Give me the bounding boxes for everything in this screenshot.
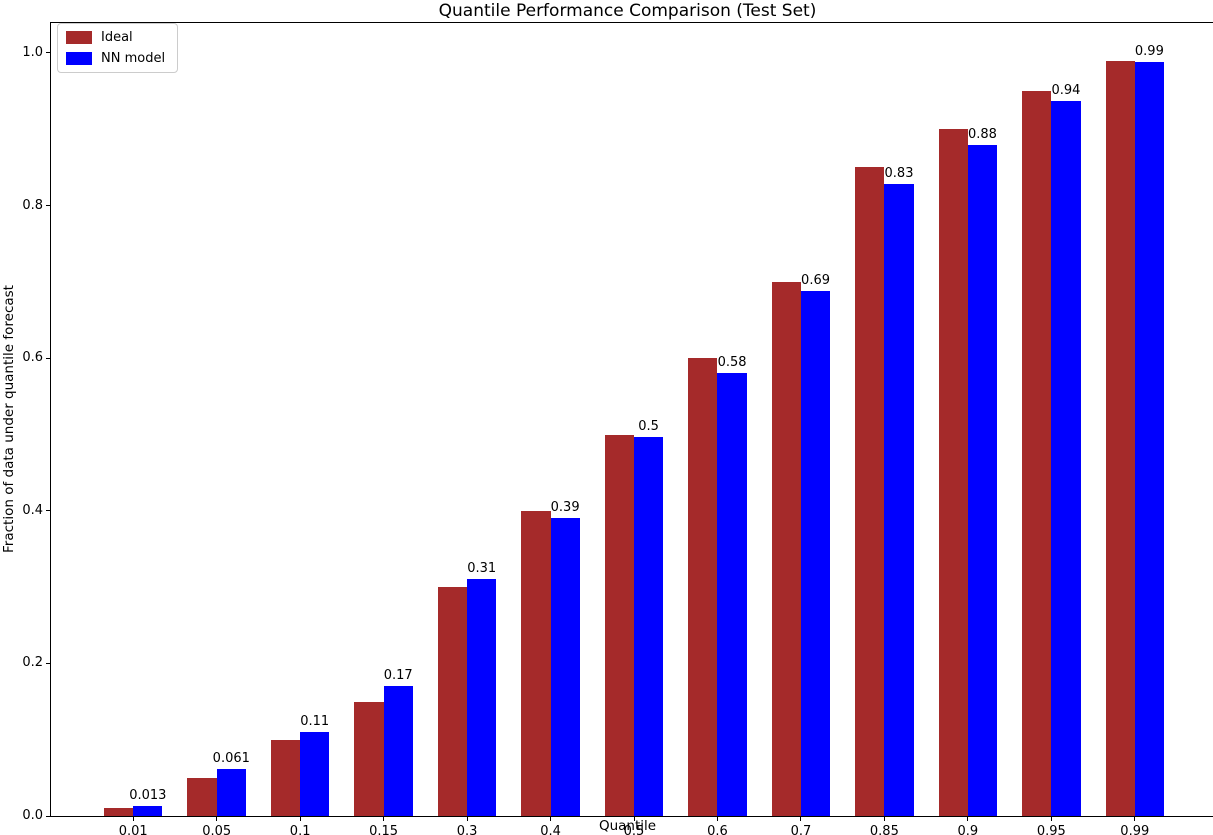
bar-ideal [604,434,634,816]
bar-value-label: 0.88 [967,126,997,142]
bar-nn-model [717,373,747,816]
y-tick-mark [46,52,50,54]
legend-label: Ideal [101,30,133,45]
x-tick-label: 0.7 [790,824,812,835]
plot-area: 0.0 0.2 0.4 0.6 0.8 1.0 0.01 0.013 0.05 0.061 0.1 0… [22,22,1213,835]
chart-title: Quantile Performance Comparison (Test Se… [438,1,817,21]
x-tick-label: 0.1 [289,824,311,835]
x-tick-label: 0.3 [456,824,478,835]
y-tick-label: 1.0 [22,44,43,60]
bar-value-label: 0.061 [212,751,250,767]
x-axis-label: Quantile [598,818,657,834]
bar-ideal [354,701,384,816]
x-tick-mark [716,817,718,821]
y-tick-label: 0.6 [22,350,43,366]
x-tick-label: 0.15 [369,824,399,835]
x-tick-mark [383,817,385,821]
bar-nn-model [1051,101,1081,816]
bar-ideal [270,739,301,816]
y-tick-mark [46,205,50,207]
bar-nn-model [550,518,580,816]
x-tick-mark [299,817,301,821]
y-tick-label: 0.4 [22,502,43,518]
y-tick-label: 0.8 [22,197,43,213]
bar-ideal [187,777,217,816]
y-tick-mark [46,357,50,359]
legend-item-nn-model: NN model [66,51,165,66]
legend-label: NN model [101,51,166,66]
bar-value-label: 0.39 [550,500,580,516]
x-tick-label: 0.99 [1120,824,1150,835]
bar-value-label: 0.83 [884,166,914,182]
bar-value-label: 0.11 [300,714,330,730]
legend-swatch-nn-model [66,52,92,65]
x-tick-label: 0.9 [957,824,979,835]
x-tick-mark [967,817,969,821]
bar-nn-model [1134,62,1164,816]
y-tick-label: 0.2 [22,655,43,671]
x-tick-label: 0.5 [623,824,645,835]
x-tick-label: 0.4 [540,824,561,835]
y-tick-mark [46,662,50,664]
bar-nn-model [133,806,163,816]
bar-value-label: 0.94 [1051,83,1081,99]
y-tick-mark [46,510,50,512]
bar-ideal [688,358,718,816]
legend-swatch-ideal [66,31,92,44]
bar-ideal [1105,60,1135,816]
bar-nn-model [300,732,330,816]
bar-value-label: 0.31 [467,561,497,577]
bar-ideal [855,167,885,816]
bar-nn-model [634,436,664,816]
x-tick-label: 0.85 [869,824,899,835]
bar-nn-model [800,291,831,816]
x-tick-mark [550,817,552,821]
bar-nn-model [383,686,413,816]
x-tick-mark [1134,817,1136,821]
bar-ideal [938,129,968,816]
bar-value-label: 0.5 [638,418,659,434]
bar-value-label: 0.58 [717,355,747,371]
x-tick-mark [800,817,802,821]
bar-ideal [437,587,468,816]
x-tick-label: 0.05 [202,824,232,835]
y-tick-label: 0.0 [22,808,43,823]
bar-value-label: 0.69 [801,273,830,289]
x-tick-mark [132,817,134,821]
x-tick-mark [216,817,218,821]
legend-item-ideal: Ideal [66,30,165,45]
x-tick-label: 0.95 [1036,824,1066,835]
bar-ideal [104,808,134,816]
x-tick-mark [633,817,635,821]
legend: Ideal NN model [57,23,179,73]
bar-ideal [521,510,551,816]
bar-ideal [771,281,801,816]
x-tick-mark [883,817,885,821]
bar-value-label: 0.013 [129,788,167,804]
x-tick-label: 0.6 [707,824,728,835]
bar-value-label: 0.17 [383,668,413,684]
x-tick-mark [1050,817,1052,821]
bar-value-label: 0.99 [1134,44,1164,60]
bar-ideal [1022,91,1052,816]
bar-nn-model [467,579,497,816]
bar-nn-model [884,184,914,816]
y-tick-mark [46,815,50,817]
bar-nn-model [216,769,246,816]
bar-nn-model [967,144,998,816]
x-tick-label: 0.01 [118,824,148,835]
x-tick-mark [466,817,468,821]
